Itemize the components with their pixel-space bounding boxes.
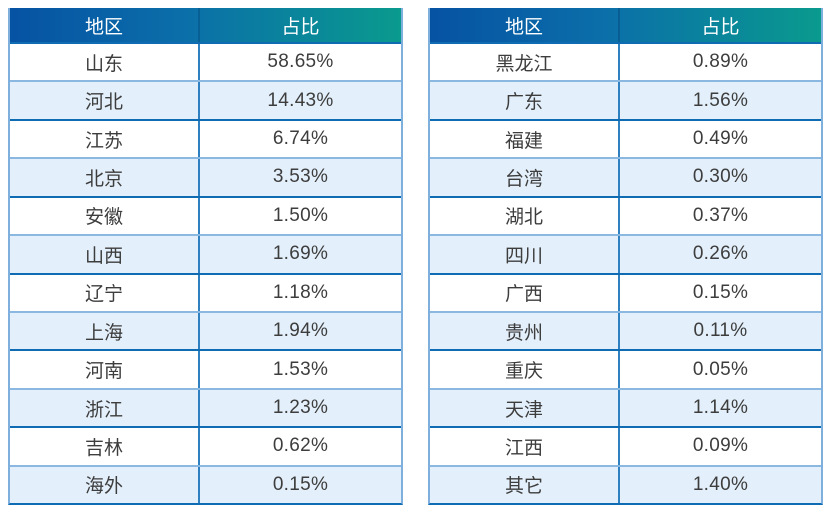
region-cell: 湖北 bbox=[430, 197, 621, 235]
share-cell: 1.53% bbox=[272, 358, 329, 380]
region-cell: 贵州 bbox=[430, 312, 621, 350]
region-cell: 上海 bbox=[10, 312, 201, 350]
table-header: 地区 占比 bbox=[10, 8, 401, 42]
region-cell: 河北 bbox=[10, 82, 201, 119]
share-cell: 0.11% bbox=[693, 320, 748, 342]
region-cell: 北京 bbox=[10, 159, 201, 196]
region-cell: 江苏 bbox=[10, 120, 201, 158]
share-cell: 1.23% bbox=[272, 397, 329, 418]
region-cell: 山西 bbox=[10, 236, 201, 273]
column-header-region: 地区 bbox=[430, 8, 621, 42]
share-cell: 1.94% bbox=[272, 320, 329, 342]
share-cell: 1.40% bbox=[692, 473, 749, 495]
share-cell: 0.49% bbox=[692, 128, 749, 150]
region-cell: 辽宁 bbox=[10, 274, 201, 311]
region-cell: 其它 bbox=[430, 466, 621, 504]
region-cell: 广西 bbox=[430, 274, 621, 311]
table-row: 其它 1.40% bbox=[430, 464, 821, 504]
table-row: 贵州 0.11% bbox=[430, 310, 821, 350]
table-row: 黑龙江 0.89% bbox=[430, 42, 821, 81]
table-row: 湖北 0.37% bbox=[430, 195, 821, 235]
table-body: 黑龙江 0.89% 广东 1.56% 福建 0.49% 台湾 0.30% 湖北 0.37% 四川 0.… bbox=[430, 42, 821, 504]
share-cell: 3.53% bbox=[272, 166, 329, 188]
table-row: 山东 58.65% bbox=[10, 42, 401, 81]
share-cell: 1.56% bbox=[692, 89, 749, 111]
share-cell: 1.69% bbox=[272, 243, 329, 265]
region-cell: 浙江 bbox=[10, 389, 201, 427]
table-row: 北京 3.53% bbox=[10, 157, 401, 196]
region-cell: 山东 bbox=[10, 44, 201, 81]
region-cell: 黑龙江 bbox=[430, 44, 621, 81]
share-cell: 1.14% bbox=[692, 397, 749, 418]
share-cell: 0.15% bbox=[692, 281, 749, 303]
region-share-table-left: 地区 占比 山东 58.65% 河北 14.43% 江苏 6.74% 北京 3.53% 安徽 1.… bbox=[8, 8, 403, 505]
table-row: 海外 0.15% bbox=[10, 464, 401, 504]
table-row: 福建 0.49% bbox=[430, 118, 821, 158]
share-cell: 0.30% bbox=[692, 166, 749, 188]
region-cell: 河南 bbox=[10, 351, 201, 388]
table-row: 上海 1.94% bbox=[10, 310, 401, 350]
table-row: 台湾 0.30% bbox=[430, 157, 821, 196]
share-cell: 0.26% bbox=[692, 243, 749, 265]
table-header: 地区 占比 bbox=[430, 8, 821, 42]
table-row: 河南 1.53% bbox=[10, 349, 401, 388]
region-cell: 四川 bbox=[430, 236, 621, 273]
table-row: 山西 1.69% bbox=[10, 234, 401, 273]
table-row: 江西 0.09% bbox=[430, 426, 821, 465]
share-cell: 0.62% bbox=[272, 435, 329, 457]
share-cell: 0.37% bbox=[692, 204, 749, 226]
region-cell: 海外 bbox=[10, 466, 201, 504]
share-cell: 6.74% bbox=[272, 128, 329, 150]
region-cell: 吉林 bbox=[10, 428, 201, 465]
table-row: 广西 0.15% bbox=[430, 272, 821, 311]
share-cell: 14.43% bbox=[267, 89, 334, 111]
share-cell: 0.89% bbox=[692, 51, 749, 73]
region-cell: 福建 bbox=[430, 120, 621, 158]
table-row: 浙江 1.23% bbox=[10, 387, 401, 427]
share-cell: 58.65% bbox=[267, 51, 334, 73]
table-row: 广东 1.56% bbox=[430, 80, 821, 119]
table-body: 山东 58.65% 河北 14.43% 江苏 6.74% 北京 3.53% 安徽 1.50% 山西 1… bbox=[10, 42, 401, 504]
table-row: 吉林 0.62% bbox=[10, 426, 401, 465]
region-cell: 天津 bbox=[430, 389, 621, 427]
region-cell: 江西 bbox=[430, 428, 621, 465]
table-row: 辽宁 1.18% bbox=[10, 272, 401, 311]
region-cell: 台湾 bbox=[430, 159, 621, 196]
column-header-region: 地区 bbox=[10, 8, 201, 42]
share-cell: 1.50% bbox=[272, 204, 329, 226]
table-row: 四川 0.26% bbox=[430, 234, 821, 273]
share-cell: 0.15% bbox=[272, 473, 329, 495]
table-row: 天津 1.14% bbox=[430, 387, 821, 427]
region-cell: 广东 bbox=[430, 82, 621, 119]
table-row: 河北 14.43% bbox=[10, 80, 401, 119]
share-cell: 0.09% bbox=[692, 435, 749, 457]
share-cell: 1.18% bbox=[272, 281, 329, 303]
region-cell: 重庆 bbox=[430, 351, 621, 388]
column-header-share: 占比 bbox=[701, 16, 740, 38]
region-share-table-right: 地区 占比 黑龙江 0.89% 广东 1.56% 福建 0.49% 台湾 0.30% 湖北 0.3… bbox=[428, 8, 823, 505]
column-header-share: 占比 bbox=[281, 16, 320, 38]
table-row: 江苏 6.74% bbox=[10, 118, 401, 158]
share-cell: 0.05% bbox=[692, 358, 749, 380]
table-row: 重庆 0.05% bbox=[430, 349, 821, 388]
region-cell: 安徽 bbox=[10, 197, 201, 235]
table-row: 安徽 1.50% bbox=[10, 195, 401, 235]
